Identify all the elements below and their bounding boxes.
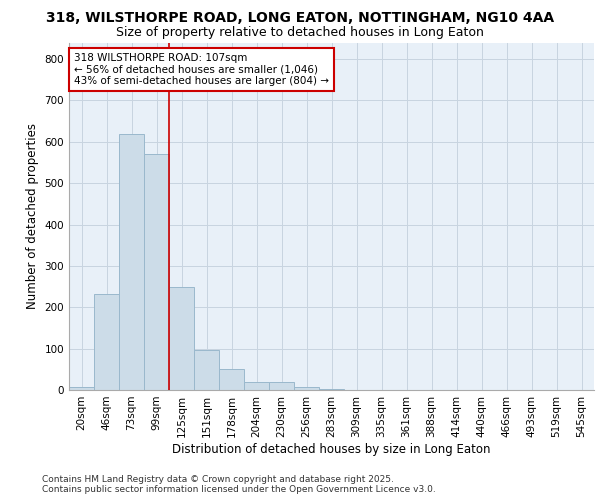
Bar — [269, 382, 294, 390]
Bar — [69, 386, 94, 390]
Bar — [219, 370, 244, 390]
X-axis label: Distribution of detached houses by size in Long Eaton: Distribution of detached houses by size … — [172, 442, 491, 456]
Bar — [194, 350, 219, 390]
Text: 318, WILSTHORPE ROAD, LONG EATON, NOTTINGHAM, NG10 4AA: 318, WILSTHORPE ROAD, LONG EATON, NOTTIN… — [46, 12, 554, 26]
Bar — [94, 294, 119, 390]
Bar — [319, 389, 344, 390]
Text: Size of property relative to detached houses in Long Eaton: Size of property relative to detached ho… — [116, 26, 484, 39]
Text: Contains HM Land Registry data © Crown copyright and database right 2025.
Contai: Contains HM Land Registry data © Crown c… — [42, 474, 436, 494]
Bar — [244, 382, 269, 390]
Text: 318 WILSTHORPE ROAD: 107sqm
← 56% of detached houses are smaller (1,046)
43% of : 318 WILSTHORPE ROAD: 107sqm ← 56% of det… — [74, 53, 329, 86]
Bar — [119, 134, 144, 390]
Bar — [294, 386, 319, 390]
Y-axis label: Number of detached properties: Number of detached properties — [26, 123, 39, 309]
Bar — [169, 286, 194, 390]
Bar — [144, 154, 169, 390]
